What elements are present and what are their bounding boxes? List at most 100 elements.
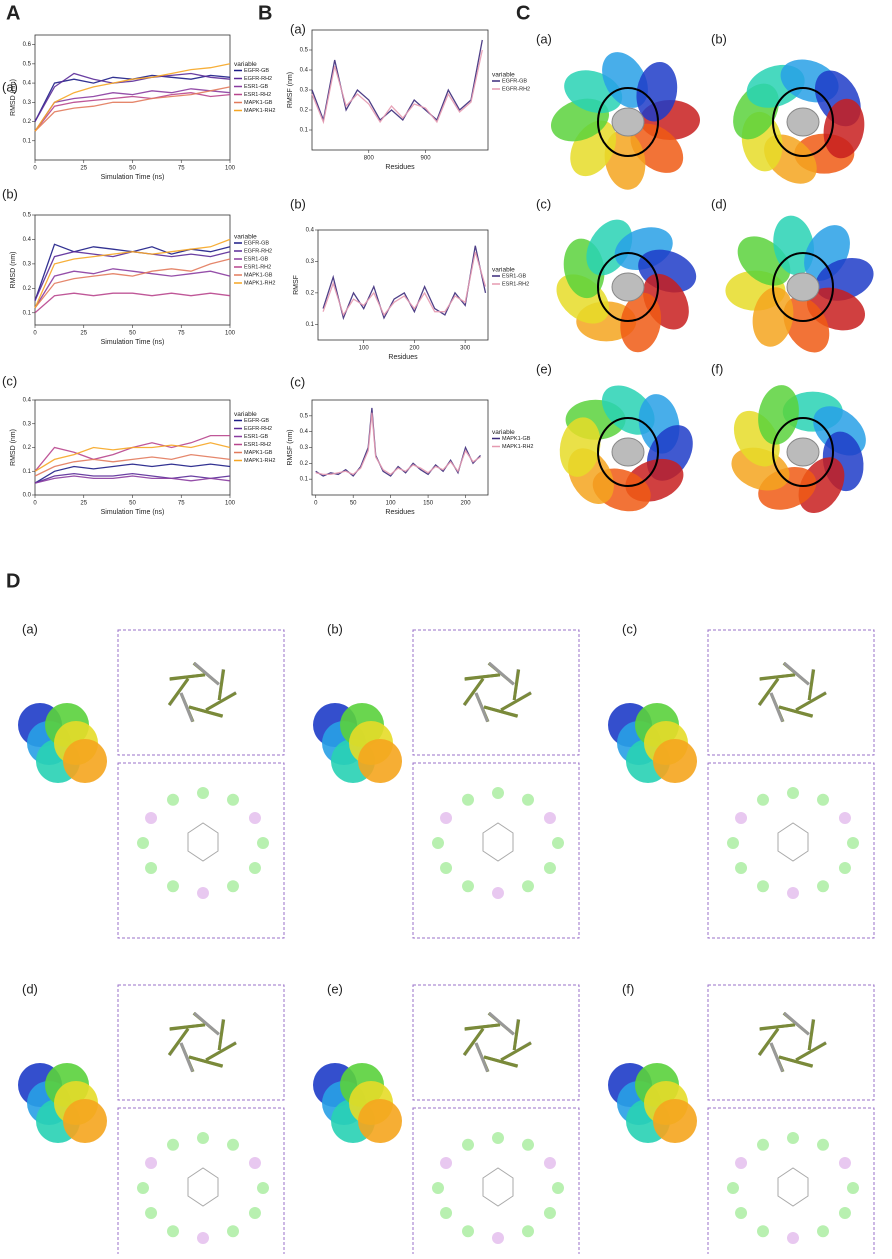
ligand-bond xyxy=(807,669,816,701)
residue xyxy=(727,837,739,849)
legend-label: EGFR-GB xyxy=(244,68,269,74)
residue xyxy=(145,1207,158,1219)
legend-label: ESR1-GB xyxy=(244,434,268,440)
ligand-bond xyxy=(512,669,521,701)
residue xyxy=(735,1157,748,1169)
y-tick-label: 0.4 xyxy=(300,68,309,74)
residue xyxy=(227,793,239,806)
legend-label: MAPK1-GB xyxy=(502,436,531,442)
legend-title: variable xyxy=(234,234,257,241)
helix-bundle xyxy=(783,296,830,353)
ligand-bond xyxy=(759,673,796,681)
series-line xyxy=(34,238,231,309)
chart-label: (c) xyxy=(290,374,305,389)
series-line xyxy=(34,442,231,472)
residue xyxy=(137,1182,149,1194)
y-tick-label: 0.2 xyxy=(300,108,309,114)
series-line xyxy=(322,245,487,321)
ligand xyxy=(611,272,645,302)
residue xyxy=(167,793,179,806)
residue xyxy=(227,1138,239,1151)
binding-site xyxy=(772,87,834,157)
x-tick-label: 25 xyxy=(80,331,87,337)
residue xyxy=(838,862,851,874)
legend-label: EGFR-GB xyxy=(244,418,269,424)
x-tick-label: 25 xyxy=(80,501,87,507)
legend-label: EGFR-RH2 xyxy=(502,86,530,92)
residue xyxy=(137,837,149,849)
chart-label: (b) xyxy=(290,196,306,211)
ligand-bond xyxy=(759,1023,796,1031)
series-line xyxy=(34,292,231,314)
legend-label: MAPK1-GB xyxy=(244,450,273,456)
residue xyxy=(735,1207,748,1219)
residue xyxy=(248,1207,261,1219)
residue xyxy=(838,1157,851,1169)
legend-label: ESR1-RH2 xyxy=(244,442,271,448)
x-tick-label: 0 xyxy=(33,501,37,507)
residue xyxy=(817,880,829,893)
residue xyxy=(145,1157,158,1169)
x-tick-label: 200 xyxy=(409,346,420,352)
ligand-bond xyxy=(217,669,226,701)
chart-label: (a) xyxy=(2,79,18,94)
x-tick-label: 300 xyxy=(460,346,471,352)
x-tick-label: 75 xyxy=(178,331,185,337)
ligand-bond xyxy=(500,691,532,712)
y-tick-label: 0.2 xyxy=(306,290,315,296)
x-axis-label: Residues xyxy=(385,164,415,171)
y-tick-label: 0.0 xyxy=(23,493,32,499)
residue xyxy=(492,887,504,899)
interaction-box xyxy=(117,1107,285,1259)
y-tick-label: 0.1 xyxy=(300,477,309,483)
subpanel-label: (d) xyxy=(711,196,727,211)
x-axis-label: Simulation Time (ns) xyxy=(101,339,165,346)
x-axis-label: Residues xyxy=(385,509,415,516)
legend-label: ESR1-RH2 xyxy=(502,281,529,287)
residue xyxy=(227,1225,239,1238)
plot-area xyxy=(311,29,489,151)
ligand-2d xyxy=(187,1167,219,1207)
helix-bundle xyxy=(602,52,648,108)
helix-bundle xyxy=(823,98,865,159)
legend-title: variable xyxy=(492,429,515,436)
ligand-bond xyxy=(483,705,518,718)
ligand-bond xyxy=(778,1055,813,1068)
ligand-bond xyxy=(488,661,515,686)
residue xyxy=(248,1157,261,1169)
y-tick-label: 0.4 xyxy=(23,398,32,404)
y-tick-label: 0.1 xyxy=(306,322,315,328)
legend-label: MAPK1-RH2 xyxy=(244,458,275,464)
y-tick-label: 0.3 xyxy=(300,88,309,94)
residue xyxy=(492,1132,504,1144)
subpanel-label: (c) xyxy=(536,196,551,211)
ligand-bond xyxy=(483,1055,518,1068)
protein-surface xyxy=(358,739,402,783)
docking-images: (a) (b) (c) (d) (e) (f) xyxy=(18,621,875,1259)
y-tick-label: 0.4 xyxy=(306,228,315,234)
legend-label: EGFR-GB xyxy=(502,78,527,84)
y-axis-label: RMSD (nm) xyxy=(10,79,17,116)
legend-title: variable xyxy=(234,411,257,418)
x-axis-label: Residues xyxy=(388,354,418,361)
series-line xyxy=(34,88,231,132)
x-tick-label: 0 xyxy=(33,166,37,172)
interaction-box xyxy=(707,1107,875,1259)
y-tick-label: 0.2 xyxy=(23,445,32,451)
x-tick-label: 100 xyxy=(225,501,236,507)
residue xyxy=(757,1225,769,1238)
y-tick-label: 0.2 xyxy=(23,286,32,292)
x-tick-label: 800 xyxy=(364,156,375,162)
plot-area xyxy=(34,34,231,161)
subpanel-label: (f) xyxy=(711,361,723,376)
legend-label: MAPK1-RH2 xyxy=(244,280,275,286)
ligand-2d xyxy=(187,822,219,862)
legend-label: ESR1-GB xyxy=(244,256,268,262)
ligand-bond xyxy=(474,1042,489,1073)
ligand-bond xyxy=(769,1042,784,1073)
y-tick-label: 0.5 xyxy=(23,61,32,67)
residue xyxy=(543,812,556,824)
legend-label: EGFR-GB xyxy=(244,240,269,246)
residue xyxy=(145,862,158,874)
